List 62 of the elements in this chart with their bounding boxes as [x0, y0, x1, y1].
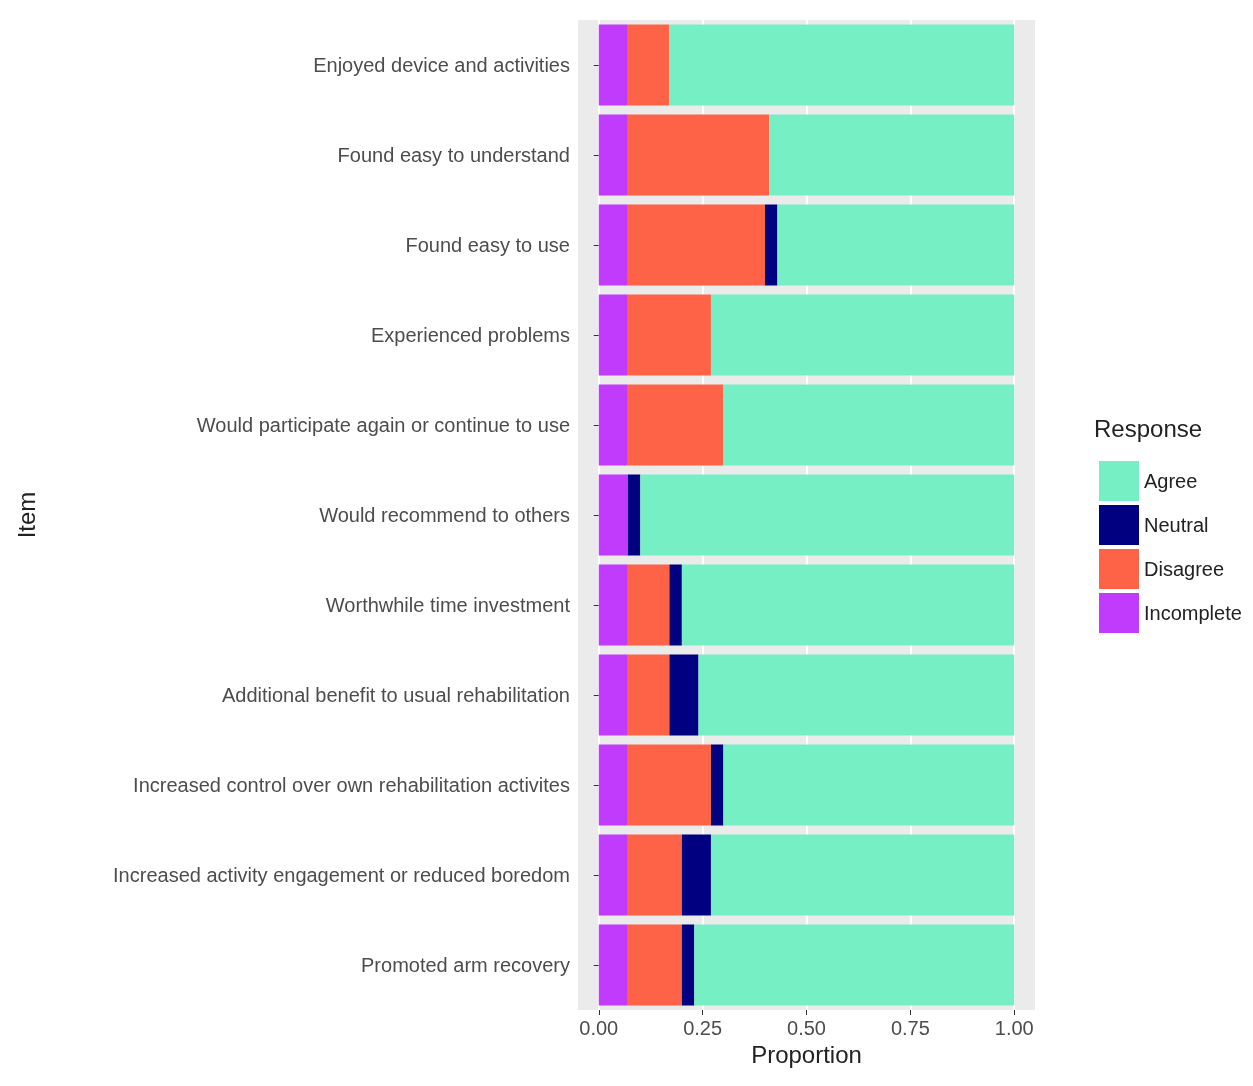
legend-label: Incomplete — [1144, 602, 1242, 624]
y-tick-label: Found easy to use — [405, 234, 570, 256]
bar — [627, 24, 670, 106]
bar — [681, 564, 1015, 646]
x-axis-title: Proportion — [751, 1041, 862, 1069]
bar — [627, 744, 711, 826]
x-tick-label: 0.00 — [579, 1017, 619, 1039]
legend-title: Response — [1094, 414, 1203, 442]
y-tick-label: Would recommend to others — [319, 504, 570, 526]
y-tick-label: Would participate again or continue to use — [196, 414, 570, 436]
bar — [694, 924, 1015, 1006]
bar — [710, 834, 1015, 916]
bar — [598, 384, 628, 466]
bar — [681, 924, 695, 1006]
bar — [598, 564, 628, 646]
bar — [598, 924, 628, 1006]
bar — [723, 384, 1015, 466]
bar — [669, 24, 1015, 106]
bar — [669, 564, 682, 646]
y-tick-label: Promoted arm recovery — [361, 954, 570, 976]
x-tick-label: 0.50 — [787, 1017, 826, 1039]
bar — [627, 924, 682, 1006]
bar — [627, 204, 765, 286]
y-tick-label: Worthwhile time investment — [325, 594, 571, 616]
legend-label: Neutral — [1144, 514, 1209, 536]
x-tick-label: 1.00 — [994, 1017, 1034, 1039]
bar — [627, 834, 682, 916]
legend-label: Disagree — [1144, 558, 1225, 580]
bar — [627, 654, 670, 736]
bar — [598, 24, 628, 106]
bar — [598, 114, 628, 196]
bar — [669, 654, 699, 736]
bar — [598, 204, 628, 286]
bar — [598, 294, 628, 376]
bar — [627, 114, 770, 196]
bar — [710, 294, 1015, 376]
legend-label: Agree — [1144, 470, 1198, 492]
bar — [777, 204, 1015, 286]
y-tick-label: Increased control over own rehabilitation activites — [133, 774, 570, 796]
bar — [698, 654, 1015, 736]
bar — [627, 294, 711, 376]
bar — [681, 834, 711, 916]
x-tick-label: 0.25 — [683, 1017, 723, 1039]
bar — [598, 474, 628, 556]
bar — [723, 744, 1015, 826]
bar — [598, 744, 628, 826]
bar — [627, 474, 641, 556]
bar — [769, 114, 1015, 196]
y-tick-label: Increased activity engagement or reduced boredom — [113, 864, 570, 886]
x-tick-label: 0.75 — [890, 1017, 930, 1039]
bar — [627, 384, 724, 466]
y-tick-label: Enjoyed device and activities — [313, 54, 570, 76]
y-tick-label: Additional benefit to usual rehabilitation — [221, 684, 570, 706]
bar — [764, 204, 778, 286]
bar — [598, 654, 628, 736]
y-tick-label: Experienced problems — [371, 324, 570, 346]
y-axis-title: Item — [12, 491, 40, 539]
bar — [710, 744, 724, 826]
bar — [598, 834, 628, 916]
y-tick-label: Found easy to understand — [337, 144, 570, 166]
bar — [627, 564, 670, 646]
bar — [640, 474, 1015, 556]
